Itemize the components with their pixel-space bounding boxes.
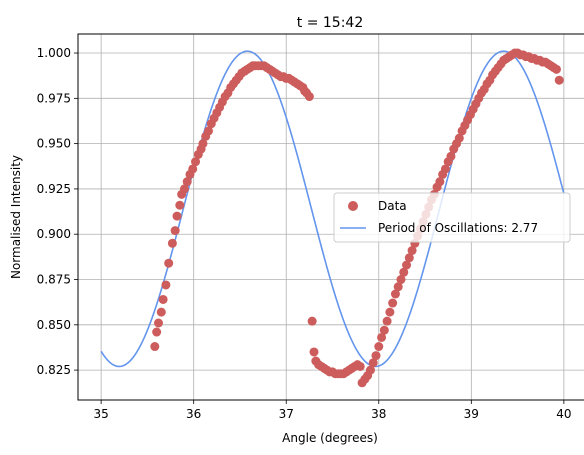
x-tick-label: 36 bbox=[186, 407, 201, 421]
y-tick-label: 0.875 bbox=[37, 273, 71, 287]
x-tick-label: 39 bbox=[464, 407, 479, 421]
x-tick-label: 37 bbox=[279, 407, 294, 421]
data-point bbox=[171, 226, 180, 235]
data-point bbox=[168, 239, 177, 248]
data-point bbox=[555, 76, 564, 85]
data-point bbox=[305, 92, 314, 101]
y-tick-label: 0.850 bbox=[37, 318, 71, 332]
data-point bbox=[374, 342, 383, 351]
data-point bbox=[164, 259, 173, 268]
chart-title: t = 15:42 bbox=[297, 15, 363, 31]
legend-data-label: Data bbox=[378, 199, 407, 213]
legend: Data Period of Oscillations: 2.77 bbox=[334, 193, 570, 242]
data-point bbox=[159, 295, 168, 304]
data-point bbox=[388, 299, 397, 308]
y-tick-label: 0.975 bbox=[37, 91, 71, 105]
data-point bbox=[552, 65, 561, 74]
data-point bbox=[309, 347, 318, 356]
y-tick-label: 1.000 bbox=[37, 46, 71, 60]
y-tick-label: 0.950 bbox=[37, 137, 71, 151]
data-point bbox=[380, 326, 389, 335]
y-tick-label: 0.825 bbox=[37, 363, 71, 377]
data-point bbox=[356, 362, 365, 371]
data-point bbox=[385, 308, 394, 317]
data-point bbox=[150, 342, 159, 351]
data-point bbox=[383, 317, 392, 326]
data-point bbox=[161, 280, 170, 289]
y-tick-label: 0.900 bbox=[37, 227, 71, 241]
x-axis-label: Angle (degrees) bbox=[282, 431, 378, 445]
data-point bbox=[152, 328, 161, 337]
legend-fit-label: Period of Oscillations: 2.77 bbox=[378, 221, 538, 235]
legend-data-marker bbox=[348, 201, 358, 211]
x-tick-label: 35 bbox=[93, 407, 108, 421]
data-point bbox=[173, 212, 182, 221]
data-point bbox=[372, 351, 381, 360]
y-tick-label: 0.925 bbox=[37, 182, 71, 196]
data-point bbox=[175, 201, 184, 210]
y-axis-label: Normalised Intensity bbox=[9, 155, 23, 279]
data-point bbox=[157, 308, 166, 317]
data-point bbox=[308, 317, 317, 326]
x-tick-label: 38 bbox=[371, 407, 386, 421]
data-point bbox=[154, 319, 163, 328]
x-tick-label: 40 bbox=[556, 407, 571, 421]
